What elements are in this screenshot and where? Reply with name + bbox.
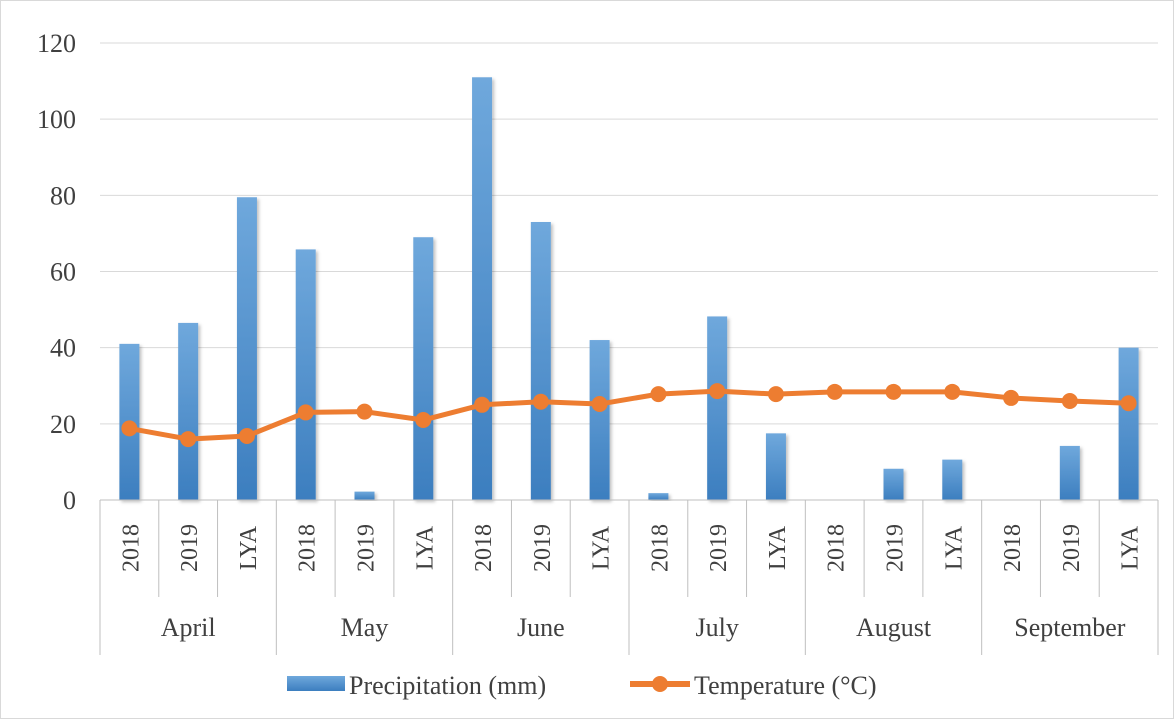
legend-swatch-temperature-marker	[652, 676, 668, 692]
precipitation-bar	[648, 493, 669, 500]
x-tick-label: 2018	[471, 524, 497, 572]
precipitation-bar	[472, 77, 493, 501]
temperature-point	[591, 396, 608, 413]
precipitation-bar	[530, 221, 551, 500]
temperature-point	[1061, 392, 1078, 409]
x-tick-label: LYA	[941, 525, 967, 570]
month-label: April	[161, 613, 216, 642]
temperature-point	[885, 383, 902, 400]
gridlines	[100, 42, 1158, 425]
x-tick-label: 2018	[1000, 524, 1026, 572]
temperature-point	[297, 404, 314, 421]
x-tick-label: LYA	[589, 525, 615, 570]
precipitation-bar	[295, 249, 316, 500]
precipitation-bar	[1059, 445, 1080, 500]
x-tick-label: 2019	[706, 524, 732, 572]
y-tick-label: 20	[50, 410, 76, 439]
legend-label-temperature: Temperature (°C)	[694, 671, 877, 700]
precipitation-bar	[1118, 347, 1139, 500]
x-tick-label: 2018	[118, 524, 144, 572]
temperature-point	[709, 383, 726, 400]
y-tick-label: 60	[50, 258, 76, 287]
month-label: July	[695, 613, 738, 642]
temperature-point	[474, 396, 491, 413]
precipitation-bar	[354, 491, 375, 500]
x-tick-label: 2019	[354, 524, 380, 572]
temperature-point	[532, 393, 549, 410]
y-tick-label: 120	[37, 29, 76, 58]
temperature-point	[650, 386, 667, 403]
y-tick-label: 40	[50, 334, 76, 363]
x-axis: 2018 2019 LYA 2018 2019 LYA 2018 2019 LYA 2018 201…	[99, 499, 1159, 655]
month-label: June	[517, 613, 565, 642]
temperature-point	[356, 403, 373, 420]
month-label: May	[341, 613, 389, 642]
precipitation-bars	[119, 77, 1139, 501]
y-tick-label: 100	[37, 105, 76, 134]
month-label: September	[1014, 613, 1126, 642]
precipitation-bar	[942, 459, 963, 500]
temperature-point	[180, 431, 197, 448]
x-tick-label: 2019	[530, 524, 556, 572]
y-axis-ticks: 0 20 40 60 80 100 120	[37, 29, 76, 515]
x-tick-label: 2019	[1059, 524, 1085, 572]
temperature-point	[826, 383, 843, 400]
precipitation-bar	[707, 316, 728, 500]
precipitation-bar	[178, 322, 199, 500]
x-tick-label: 2019	[177, 524, 203, 572]
temperature-series-line	[126, 388, 1132, 442]
x-tick-label: 2018	[824, 524, 850, 572]
temperature-line	[121, 383, 1137, 448]
legend-label-precipitation: Precipitation (mm)	[349, 671, 546, 700]
temperature-point	[238, 428, 255, 445]
temperature-point	[1003, 389, 1020, 406]
precipitation-bar	[765, 433, 786, 500]
temperature-point	[415, 412, 432, 429]
x-tick-label: LYA	[412, 525, 438, 570]
precipitation-bar	[413, 237, 434, 500]
precipitation-bar	[589, 340, 610, 500]
x-tick-label: LYA	[1118, 525, 1144, 570]
x-tick-label: 2018	[647, 524, 673, 572]
y-tick-label: 80	[50, 181, 76, 210]
y-tick-label: 0	[63, 486, 76, 515]
temperature-point	[767, 386, 784, 403]
precipitation-bar	[236, 197, 257, 501]
legend: Precipitation (mm) Temperature (°C)	[287, 671, 877, 700]
legend-swatch-precipitation	[287, 676, 345, 691]
precipitation-bar	[883, 468, 904, 500]
x-tick-label: 2019	[883, 524, 909, 572]
x-tick-label: LYA	[765, 525, 791, 570]
x-tick-label: 2018	[295, 524, 321, 572]
temperature-point	[944, 383, 961, 400]
month-label: August	[856, 613, 932, 642]
x-tick-label: LYA	[236, 525, 262, 570]
temperature-point	[121, 420, 138, 437]
temperature-point	[1120, 395, 1137, 412]
